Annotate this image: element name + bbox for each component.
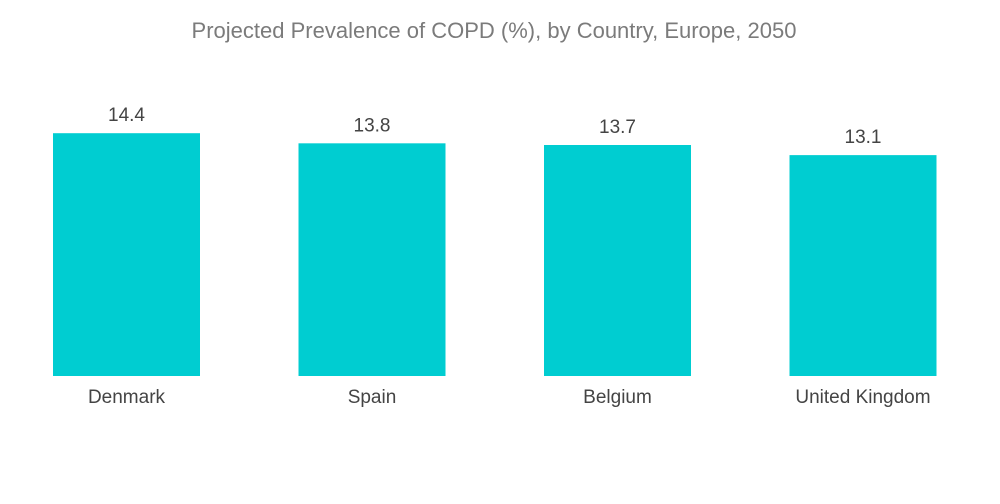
data-label-denmark: 14.4 — [108, 105, 145, 126]
data-label-united-kingdom: 13.1 — [845, 127, 882, 148]
bar-united-kingdom — [789, 155, 937, 376]
data-label-belgium: 13.7 — [599, 117, 636, 138]
data-label-spain: 13.8 — [354, 115, 391, 136]
x-tick-label-belgium: Belgium — [583, 387, 652, 408]
bar-spain — [298, 143, 446, 376]
x-tick-label-denmark: Denmark — [88, 387, 166, 408]
bars-group: 14.4 Denmark 13.8 Spain 13.7 Belgium 13.1 Unite… — [53, 105, 937, 408]
chart-title: Projected Prevalence of COPD (%), by Cou… — [192, 18, 797, 43]
x-tick-label-spain: Spain — [348, 387, 397, 408]
bar-denmark — [53, 133, 200, 376]
x-tick-label-united-kingdom: United Kingdom — [795, 387, 930, 408]
bar-belgium — [544, 145, 691, 376]
